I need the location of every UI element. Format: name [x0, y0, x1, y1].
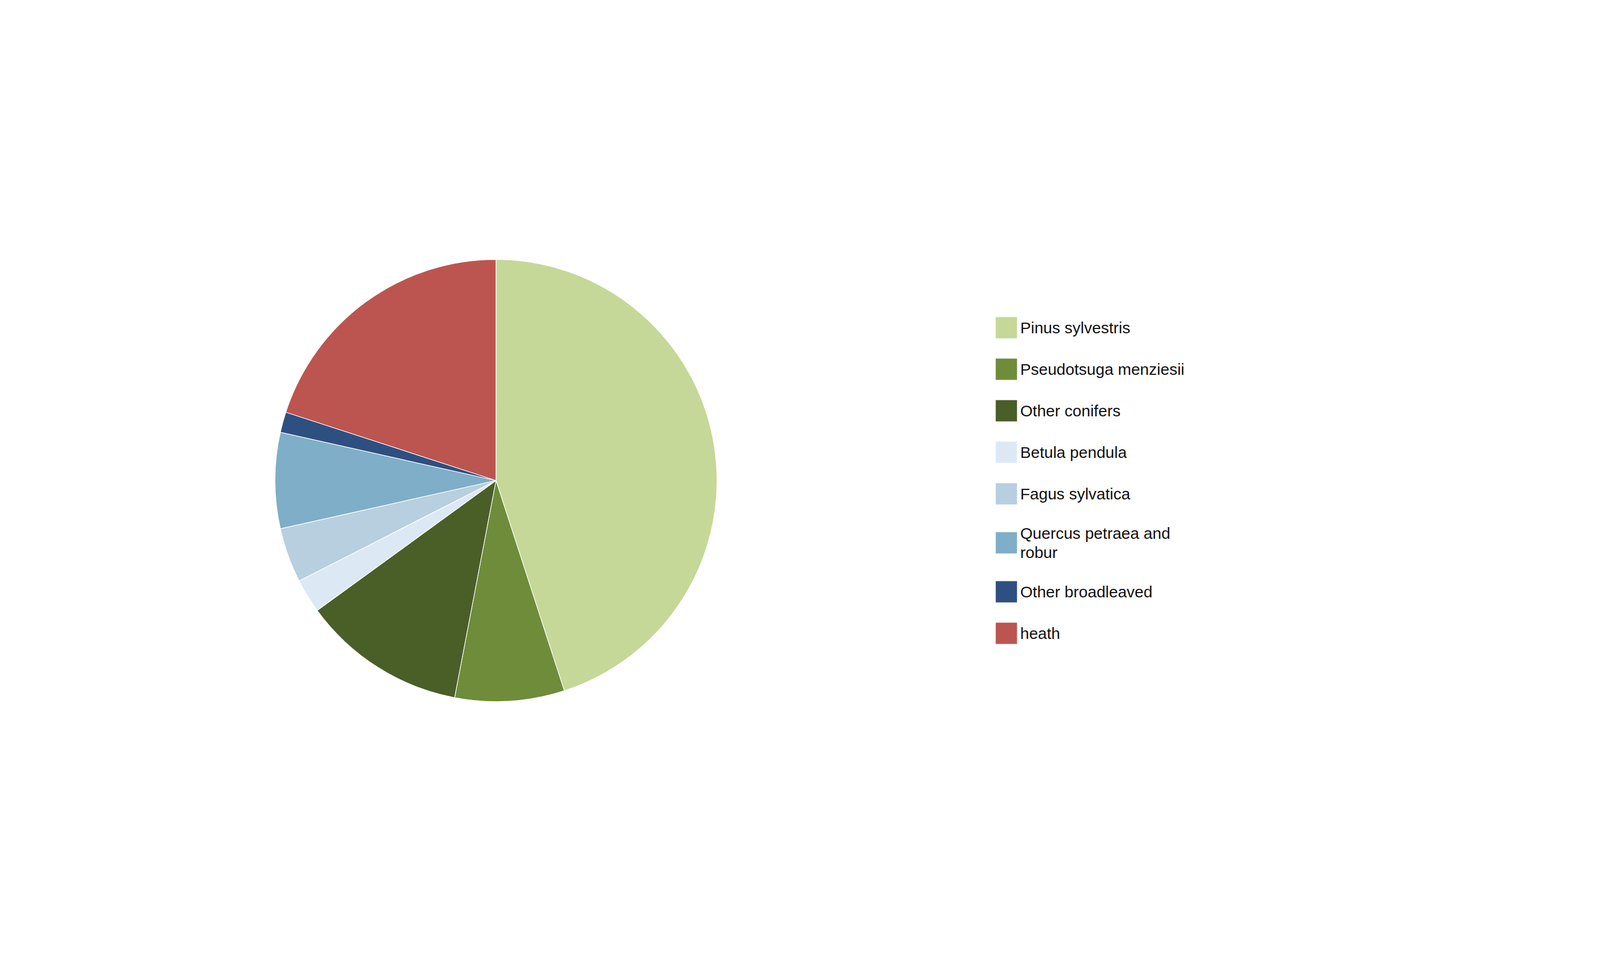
svg-text:Quercus petraea and: Quercus petraea and: [1020, 524, 1171, 542]
svg-text:heath: heath: [1020, 624, 1061, 642]
svg-text:Betula pendula: Betula pendula: [1020, 443, 1127, 461]
svg-text:Other conifers: Other conifers: [1020, 401, 1121, 420]
svg-text:Pinus sylvestris: Pinus sylvestris: [1020, 318, 1131, 337]
svg-text:Other broadleaved: Other broadleaved: [1020, 582, 1153, 601]
svg-text:Fagus sylvatica: Fagus sylvatica: [1020, 484, 1131, 503]
svg-text:Pseudotsuga menziesii: Pseudotsuga menziesii: [1020, 360, 1185, 378]
svg-text:robur: robur: [1020, 543, 1058, 562]
